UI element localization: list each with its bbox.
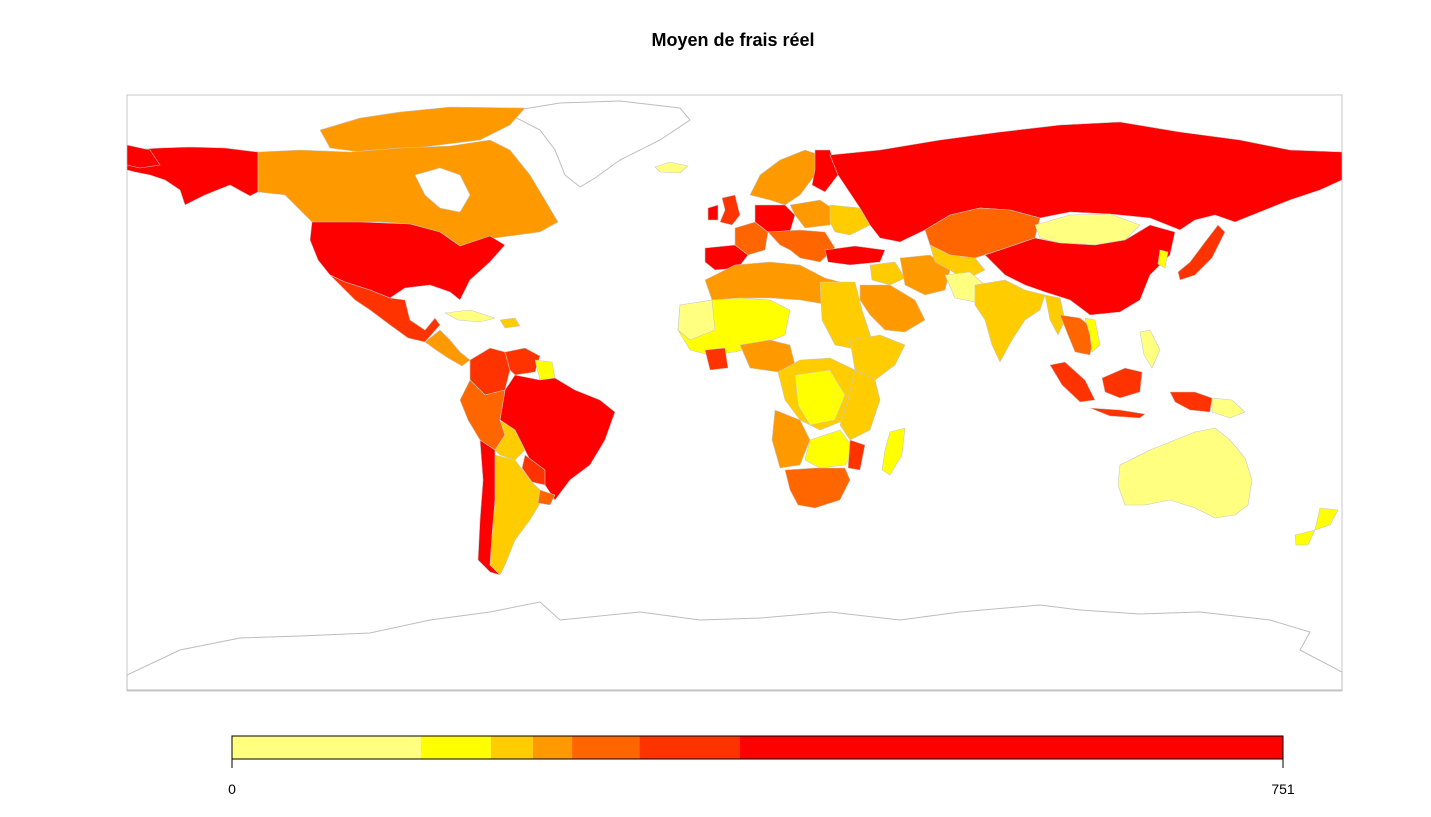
turkey <box>825 246 885 265</box>
ireland <box>708 205 718 220</box>
